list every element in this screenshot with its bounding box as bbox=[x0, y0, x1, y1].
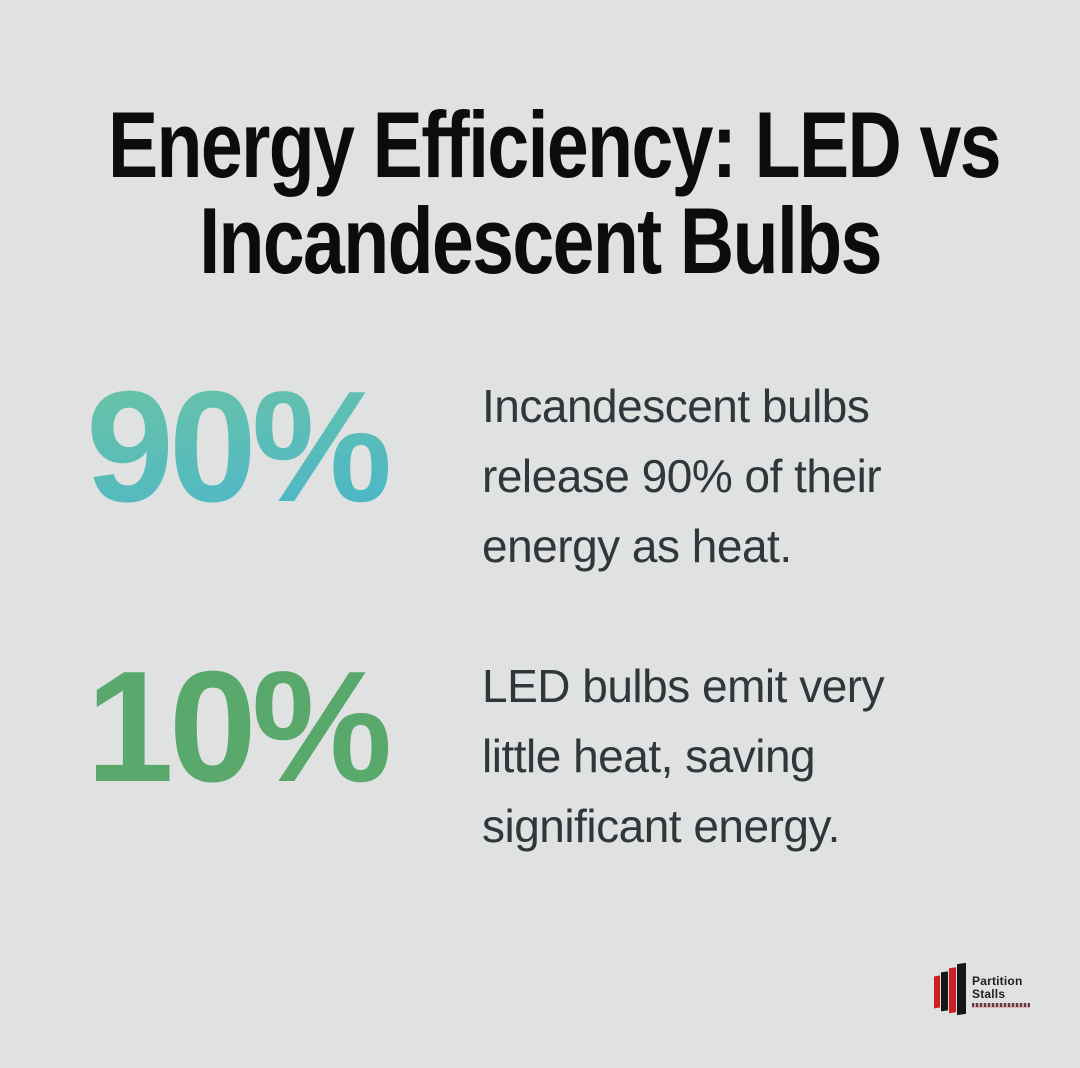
page-title: Energy Efficiency: LED vs Incandescent B… bbox=[108, 92, 1002, 293]
brand-name-line1: Partition bbox=[972, 973, 1023, 988]
page-title-line2: Incandescent Bulbs bbox=[199, 188, 882, 293]
stat-description-led: LED bulbs emit very little heat, saving … bbox=[482, 651, 952, 861]
stat-description-line: release 90% of their bbox=[482, 450, 882, 502]
stat-description-line: LED bulbs emit very bbox=[482, 660, 885, 712]
brand-logo-text: Partition Stalls bbox=[972, 973, 1030, 1008]
partition-panel-bar bbox=[941, 970, 948, 1011]
partition-panel-bar bbox=[957, 962, 966, 1015]
stat-description-line: little heat, saving bbox=[482, 730, 816, 782]
brand-name-line2: Stalls bbox=[972, 986, 1006, 1001]
stat-description-line: significant energy. bbox=[482, 800, 840, 852]
stat-description-line: Incandescent bulbs bbox=[482, 380, 870, 432]
partition-panels-icon bbox=[934, 962, 967, 1019]
partition-panel-bar bbox=[949, 966, 956, 1013]
logo-tagline-strip bbox=[972, 1002, 1030, 1008]
page-title-line1: Energy Efficiency: LED vs bbox=[108, 92, 1002, 197]
partition-panel-bar bbox=[934, 975, 940, 1009]
stat-value-incandescent: 90% bbox=[86, 367, 426, 527]
stat-description-line: energy as heat. bbox=[482, 520, 792, 572]
stat-value-led: 10% bbox=[86, 639, 392, 815]
stat-description-incandescent: Incandescent bulbs release 90% of their … bbox=[482, 371, 952, 581]
brand-logo: Partition Stalls bbox=[934, 962, 1030, 1019]
